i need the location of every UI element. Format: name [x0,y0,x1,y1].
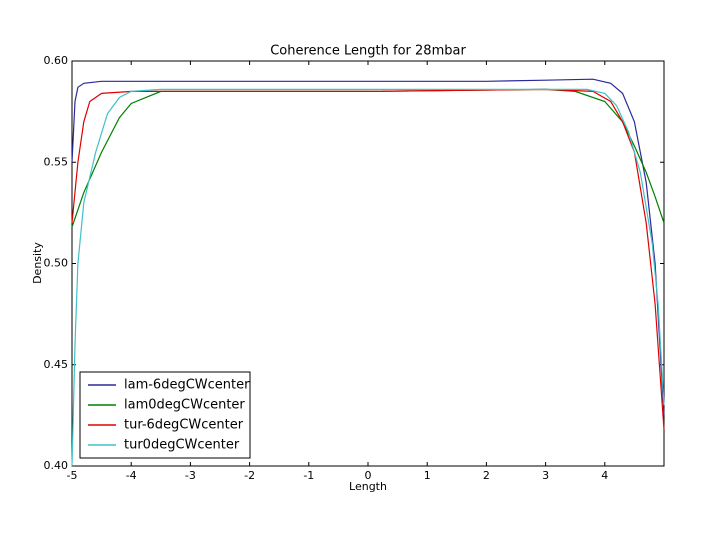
line-series [71,78,665,416]
x-tick-label: 3 [542,469,549,482]
y-tick-label: 0.60 [44,54,69,67]
y-tick-label: 0.55 [44,155,69,168]
x-tick-label: -4 [126,469,137,482]
x-axis-label: Length [349,480,387,493]
x-tick-label: 4 [601,469,608,482]
x-tick-label: 0 [365,469,372,482]
legend-label: lam-6degCWcenter [124,378,250,393]
x-tick-label: 1 [424,469,431,482]
y-tick-label: 0.50 [44,257,69,270]
legend-label: lam0degCWcenter [124,398,245,413]
chart-title: Coherence Length for 28mbar [270,44,466,59]
y-tick-label: 0.40 [44,459,69,472]
legend-label: tur0degCWcenter [124,438,240,453]
x-tick-label: -2 [244,469,255,482]
legend-box [79,371,251,459]
x-tick-label: -1 [303,469,314,482]
legend-label: tur-6degCWcenter [124,418,244,433]
y-tick-label: 0.45 [44,358,69,371]
line-series [71,88,665,467]
y-axis-label: Density [31,242,44,284]
x-tick-label: -5 [67,469,78,482]
x-tick-label: -3 [185,469,196,482]
x-tick-label: 2 [483,469,490,482]
